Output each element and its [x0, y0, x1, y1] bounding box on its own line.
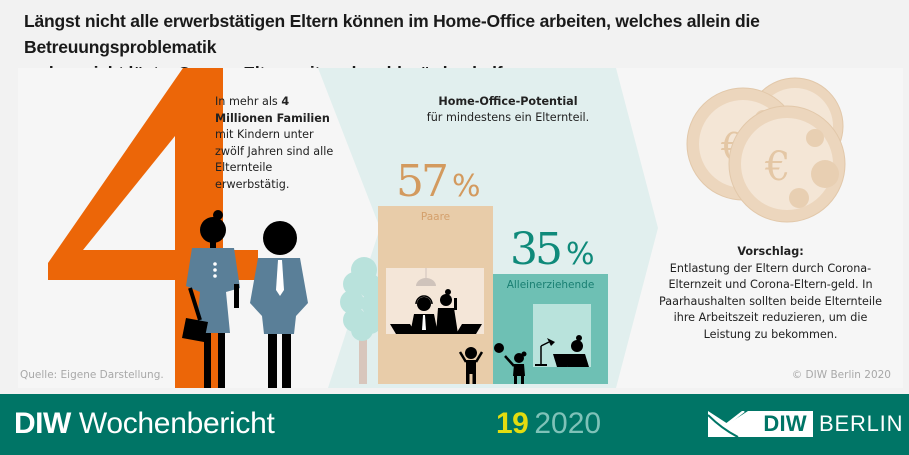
diw-logo-mark-icon: [708, 411, 748, 437]
proposal-text: Vorschlag: Entlastung der Eltern durch C…: [659, 245, 882, 341]
tree-icon: [340, 257, 383, 384]
headline-line-1: Längst nicht alle erwerbstätigen Eltern …: [24, 11, 760, 57]
copyright-note: © DIW Berlin 2020: [791, 369, 891, 381]
percent-paare: 57%: [396, 156, 481, 207]
working-parents-icon: [182, 210, 308, 388]
intro-text: In mehr als 4 Millionen Familien mit Kin…: [215, 95, 334, 191]
bar-paare: Paare: [378, 206, 493, 384]
child-with-ball-icon: [494, 343, 527, 384]
infographic-panel: In mehr als 4 Millionen Familien mit Kin…: [18, 68, 903, 388]
source-note: Quelle: Eigene Darstellung.: [20, 369, 164, 381]
footer-bar: DIW Wochenbericht 19 2020 DIW BERLIN: [0, 394, 909, 455]
window-paare: [386, 268, 484, 334]
window-alleinerziehende: [533, 304, 591, 367]
diw-berlin-logo: DIW BERLIN: [708, 410, 903, 438]
brand-wochenbericht: DIW Wochenbericht: [14, 407, 275, 440]
intro-highlight: 4 Millionen Familien: [215, 95, 330, 125]
logo-city: BERLIN: [819, 411, 904, 436]
couple-working-icon: [390, 268, 482, 334]
home-office-heading: Home-Office-Potential für mindestens ein…: [426, 95, 590, 124]
svg-text:€: €: [764, 144, 790, 190]
single-parent-working-icon: [535, 335, 589, 367]
bar-label-alleinerziehende: Alleinerziehende: [506, 279, 595, 291]
bar-label-paare: Paare: [420, 211, 451, 223]
issue-number: 19 2020: [496, 407, 602, 440]
percent-alleinerziehende: 35%: [510, 224, 595, 275]
diw-logo-box: DIW: [708, 411, 813, 437]
bar-alleinerziehende: Alleinerziehende: [493, 274, 608, 384]
euro-coins-with-virus-icon: € €: [686, 77, 846, 223]
child-cheering-icon: [458, 347, 484, 384]
